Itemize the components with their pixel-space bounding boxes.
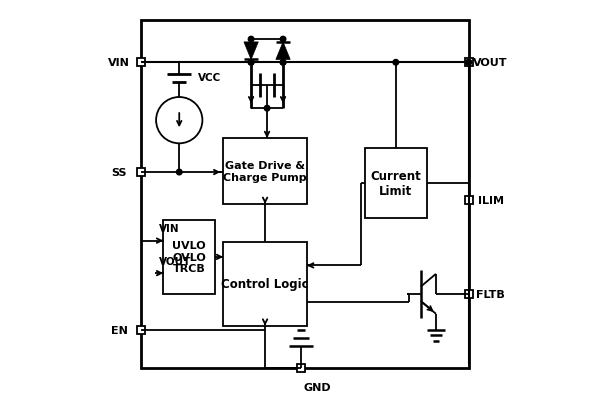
Text: VOUT: VOUT (160, 256, 191, 266)
Bar (223, 139, 307, 205)
Circle shape (281, 60, 286, 66)
Bar (223, 242, 307, 326)
Text: VIN: VIN (160, 224, 180, 234)
Bar (297, 364, 305, 372)
Bar (141, 21, 469, 368)
Bar (163, 221, 215, 294)
Polygon shape (244, 43, 258, 60)
Circle shape (466, 60, 471, 66)
Text: Control Logic: Control Logic (222, 277, 309, 291)
Text: GND: GND (303, 382, 330, 392)
Text: VOUT: VOUT (473, 58, 508, 68)
Bar (137, 169, 145, 176)
Text: VCC: VCC (199, 73, 222, 83)
Text: VIN: VIN (108, 58, 130, 68)
Circle shape (466, 60, 471, 66)
Circle shape (248, 37, 254, 43)
Bar (137, 326, 145, 334)
Text: Current
Limit: Current Limit (370, 170, 421, 198)
Bar (365, 149, 427, 219)
Text: EN: EN (111, 325, 128, 335)
Circle shape (248, 60, 254, 66)
Circle shape (176, 170, 182, 175)
Text: ILIM: ILIM (477, 196, 504, 205)
Circle shape (281, 37, 286, 43)
Bar (465, 196, 473, 205)
Text: FLTB: FLTB (476, 289, 505, 299)
Text: UVLO
OVLO
TRCB: UVLO OVLO TRCB (172, 241, 206, 274)
Bar (137, 59, 145, 67)
Text: Gate Drive &
Charge Pump: Gate Drive & Charge Pump (223, 161, 307, 182)
Circle shape (264, 106, 270, 112)
Circle shape (248, 60, 254, 66)
Bar (465, 290, 473, 298)
Text: SS: SS (111, 168, 127, 178)
Circle shape (281, 60, 286, 66)
Polygon shape (276, 43, 290, 60)
Bar (465, 59, 473, 67)
Circle shape (393, 60, 399, 66)
